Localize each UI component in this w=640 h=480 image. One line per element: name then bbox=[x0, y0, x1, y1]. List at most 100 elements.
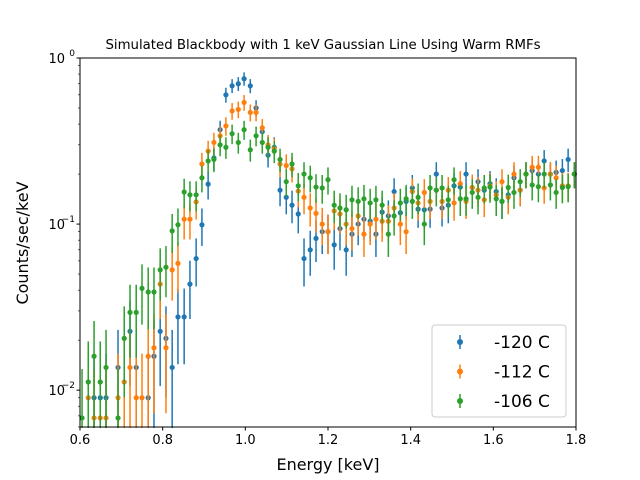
data-point bbox=[241, 127, 247, 133]
data-point bbox=[403, 229, 409, 235]
legend-item-1: -112 C bbox=[457, 363, 550, 383]
x-tick-label: 1.2 bbox=[318, 433, 339, 448]
data-point bbox=[181, 189, 187, 195]
data-point bbox=[283, 194, 289, 200]
data-point bbox=[187, 281, 193, 287]
data-point bbox=[97, 379, 103, 385]
data-point bbox=[535, 184, 541, 190]
data-point bbox=[565, 156, 571, 163]
data-point bbox=[499, 179, 505, 185]
data-point bbox=[283, 179, 289, 185]
data-point bbox=[487, 184, 493, 190]
data-point bbox=[217, 142, 223, 148]
data-point bbox=[235, 81, 241, 87]
y-tick-exponent: −2 bbox=[62, 381, 75, 391]
data-point bbox=[289, 161, 295, 167]
data-point bbox=[103, 364, 109, 371]
data-point bbox=[361, 231, 367, 237]
data-point bbox=[331, 242, 337, 248]
data-point bbox=[397, 221, 403, 227]
data-point bbox=[307, 205, 313, 211]
data-point bbox=[193, 192, 199, 198]
data-point bbox=[421, 189, 427, 196]
y-tick-label: 10 bbox=[48, 52, 65, 67]
data-point bbox=[463, 171, 469, 177]
data-point bbox=[253, 133, 259, 139]
data-point bbox=[421, 221, 427, 227]
data-point bbox=[367, 221, 373, 227]
data-point bbox=[229, 108, 235, 114]
data-point bbox=[307, 175, 313, 181]
data-point bbox=[451, 200, 457, 206]
data-point bbox=[373, 216, 379, 222]
data-point bbox=[433, 171, 439, 177]
data-point bbox=[559, 184, 565, 191]
data-point bbox=[169, 364, 175, 371]
x-axis: 0.6 0.8 1.0 1.2 1.4 1.6 1.8 bbox=[70, 427, 587, 448]
data-point bbox=[415, 194, 421, 200]
data-point bbox=[199, 161, 205, 167]
data-point bbox=[271, 148, 277, 154]
data-point bbox=[529, 182, 535, 188]
data-point bbox=[211, 139, 217, 146]
data-point bbox=[121, 335, 127, 341]
data-point bbox=[277, 156, 283, 163]
data-point bbox=[223, 123, 229, 129]
data-point bbox=[205, 181, 211, 187]
data-point bbox=[559, 167, 565, 174]
data-point bbox=[523, 171, 529, 177]
data-point bbox=[253, 109, 259, 116]
x-tick-label: 0.8 bbox=[152, 433, 173, 448]
data-point bbox=[223, 144, 229, 150]
data-point bbox=[325, 229, 331, 235]
data-point bbox=[493, 196, 499, 202]
data-point bbox=[151, 345, 157, 351]
data-point bbox=[553, 189, 559, 196]
data-point bbox=[115, 415, 121, 421]
data-point bbox=[301, 255, 307, 262]
data-point bbox=[295, 183, 301, 189]
data-point bbox=[463, 196, 469, 202]
data-point bbox=[127, 309, 133, 315]
data-point bbox=[139, 285, 145, 291]
data-point bbox=[481, 185, 487, 191]
data-point bbox=[163, 264, 169, 270]
data-point bbox=[175, 260, 181, 266]
data-point bbox=[169, 267, 175, 273]
x-axis-label: Energy [keV] bbox=[276, 455, 379, 474]
data-point bbox=[541, 171, 547, 177]
legend-marker bbox=[457, 368, 463, 375]
data-point bbox=[457, 181, 463, 187]
data-point bbox=[157, 267, 163, 273]
data-point bbox=[319, 185, 325, 191]
legend: -120 C -112 C -106 C bbox=[431, 324, 567, 418]
data-point bbox=[151, 289, 157, 295]
data-point bbox=[313, 210, 319, 216]
y-tick-label: 10 bbox=[48, 218, 65, 233]
data-point bbox=[289, 202, 295, 208]
data-point bbox=[313, 235, 319, 241]
data-point bbox=[529, 164, 535, 170]
data-point bbox=[229, 83, 235, 89]
legend-item-2: -106 C bbox=[457, 392, 550, 412]
data-point bbox=[547, 182, 553, 188]
y-tick-label: 10 bbox=[48, 384, 65, 399]
x-tick-label: 1.8 bbox=[566, 433, 587, 448]
data-point bbox=[325, 177, 331, 183]
data-point bbox=[211, 156, 217, 163]
data-point bbox=[181, 216, 187, 222]
data-point bbox=[205, 158, 211, 164]
data-point bbox=[247, 83, 253, 89]
legend-frame bbox=[431, 324, 567, 418]
data-point bbox=[181, 314, 187, 320]
data-point bbox=[469, 189, 475, 196]
data-point bbox=[373, 197, 379, 203]
data-point bbox=[331, 202, 337, 208]
data-point bbox=[199, 222, 205, 228]
data-point bbox=[301, 194, 307, 200]
data-point bbox=[397, 200, 403, 206]
data-point bbox=[511, 189, 517, 196]
data-point bbox=[541, 158, 547, 164]
data-point bbox=[385, 231, 391, 237]
